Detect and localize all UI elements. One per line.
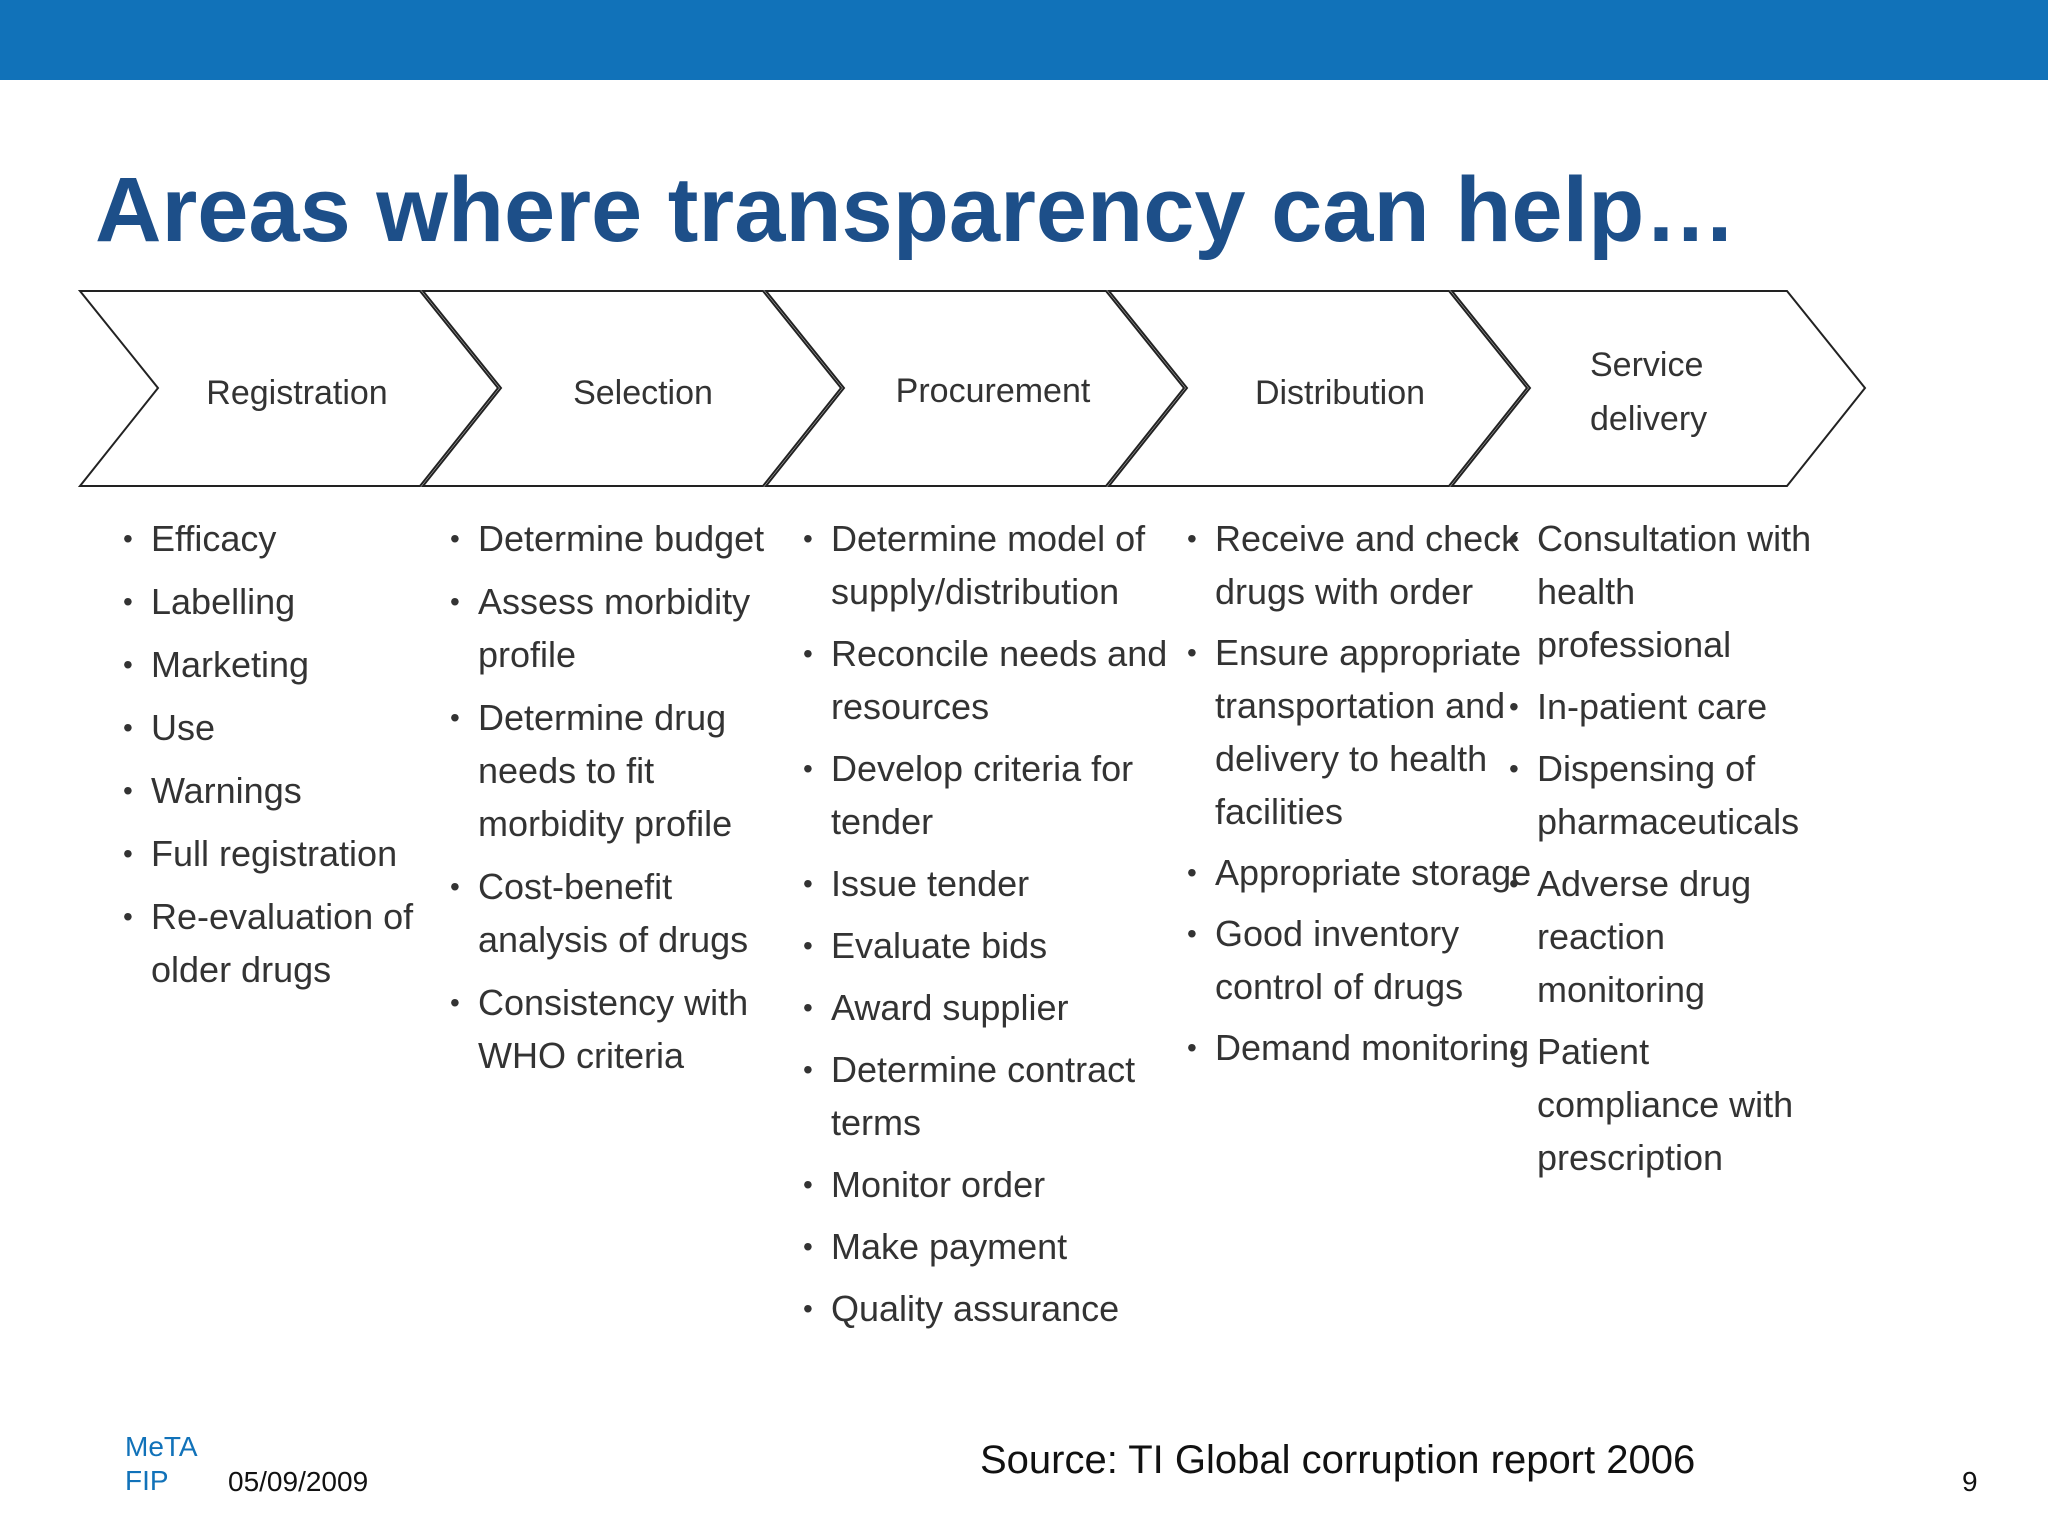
list-item: In-patient care <box>1509 680 1829 733</box>
stage-label-registration: Registration <box>206 374 388 412</box>
list-item: Use <box>123 701 423 754</box>
list-item: Warnings <box>123 764 423 817</box>
list-item: Ensure appropriate transportation and de… <box>1187 626 1547 838</box>
selection-list: Determine budget Assess morbidity profil… <box>450 512 790 1092</box>
stage-label-service-delivery: Service delivery <box>1590 346 1708 438</box>
chevron-procurement <box>763 290 1186 487</box>
list-item: Adverse drug reaction monitoring <box>1509 857 1829 1016</box>
list-item: Marketing <box>123 638 423 691</box>
footer-date: 05/09/2009 <box>228 1466 369 1497</box>
footer-org-line1: MeTA <box>125 1431 198 1462</box>
list-item: Consultation with health professional <box>1509 512 1829 671</box>
list-item: Determine model of supply/distribution <box>803 512 1173 618</box>
chevron-selection <box>420 290 843 487</box>
list-item: Patient compliance with prescription <box>1509 1025 1829 1184</box>
list-item: Consistency with WHO criteria <box>450 976 790 1082</box>
list-item: Issue tender <box>803 857 1173 910</box>
list-item: Good inventory control of drugs <box>1187 907 1547 1013</box>
distribution-list: Receive and check drugs with order Ensur… <box>1187 512 1547 1082</box>
list-item: Cost-benefit analysis of drugs <box>450 860 790 966</box>
list-item: Re-evaluation of older drugs <box>123 890 423 996</box>
list-item: Quality assurance <box>803 1282 1173 1335</box>
chevron-distribution <box>1106 290 1529 487</box>
list-item: Full registration <box>123 827 423 880</box>
list-item: Dispensing of pharmaceuticals <box>1509 742 1829 848</box>
list-item: Determine drug needs to fit morbidity pr… <box>450 691 790 850</box>
list-item: Evaluate bids <box>803 919 1173 972</box>
stage-label-selection: Selection <box>573 374 713 412</box>
chevron-registration <box>77 290 500 487</box>
list-item: Labelling <box>123 575 423 628</box>
list-item: Develop criteria for tender <box>803 742 1173 848</box>
list-item: Receive and check drugs with order <box>1187 512 1547 618</box>
stage-label-distribution: Distribution <box>1254 374 1426 412</box>
list-item: Appropriate storage <box>1187 846 1547 899</box>
page-number: 9 <box>1962 1466 1978 1497</box>
list-item: Monitor order <box>803 1158 1173 1211</box>
procurement-list: Determine model of supply/distribution R… <box>803 512 1173 1344</box>
footer-org-line2: FIP <box>125 1465 169 1496</box>
list-item: Award supplier <box>803 981 1173 1034</box>
footer-source: Source: TI Global corruption report 2006 <box>980 1438 1696 1482</box>
list-item: Reconcile needs and resources <box>803 627 1173 733</box>
list-item: Determine budget <box>450 512 790 565</box>
registration-list: Efficacy Labelling Marketing Use Warning… <box>123 512 423 1006</box>
list-item: Efficacy <box>123 512 423 565</box>
top-banner <box>0 0 2048 80</box>
list-item: Make payment <box>803 1220 1173 1273</box>
service-delivery-list: Consultation with health professional In… <box>1509 512 1829 1193</box>
list-item: Demand monitoring <box>1187 1021 1615 1074</box>
stage-label-procurement: Procurement <box>895 372 1091 410</box>
list-item: Assess morbidity profile <box>450 575 790 681</box>
footer-organization: MeTA FIP <box>125 1430 198 1498</box>
slide-title: Areas where transparency can help… <box>95 159 1737 261</box>
list-item: Determine contract terms <box>803 1043 1173 1149</box>
chevron-service-delivery <box>1449 290 1867 487</box>
